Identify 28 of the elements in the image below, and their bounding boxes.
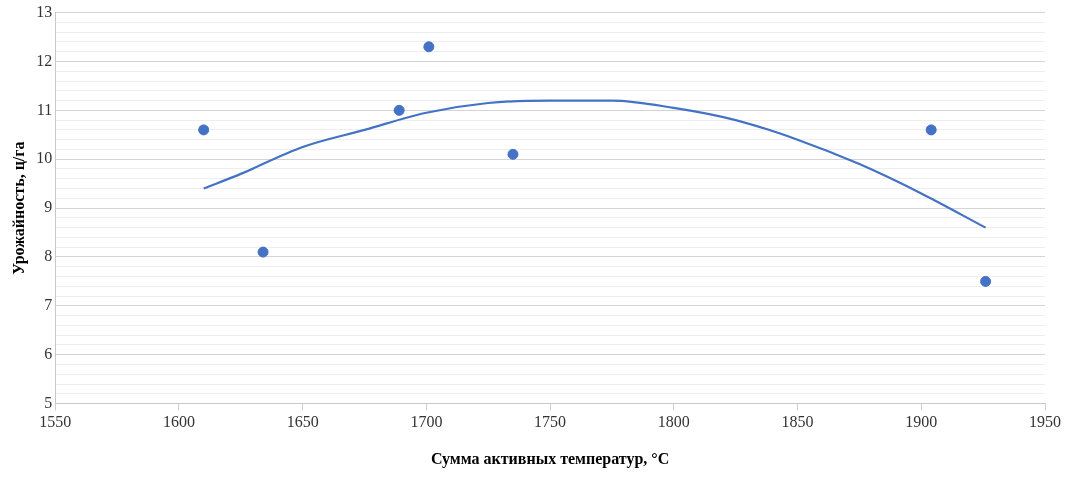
y-axis-title: Урожайность, ц/га <box>9 141 28 275</box>
point <box>393 104 405 116</box>
x-tick-label: 1800 <box>657 413 690 431</box>
y-tick-label: 11 <box>36 100 53 118</box>
x-tick-label: 1700 <box>410 413 443 431</box>
point <box>257 246 269 258</box>
x-tick-label: 1650 <box>286 413 319 431</box>
x-tick-label: 1850 <box>781 413 814 431</box>
x-tick-label: 1900 <box>905 413 938 431</box>
point <box>925 124 937 136</box>
x-axis-title: Сумма активных температур, °C <box>430 449 670 468</box>
x-tick-label: 1950 <box>1029 413 1061 431</box>
y-tick-label: 6 <box>44 344 53 362</box>
line-series <box>202 99 987 229</box>
x-tick-label: 1550 <box>39 413 72 431</box>
point <box>423 41 435 53</box>
y-tick-label: 8 <box>44 247 53 265</box>
y-tick-label: 9 <box>44 198 53 216</box>
y-tick-label: 13 <box>36 2 53 20</box>
point <box>507 148 519 160</box>
y-tick-label: 12 <box>36 51 53 69</box>
x-tick-label: 1750 <box>534 413 567 431</box>
y-tick-label: 7 <box>44 296 53 314</box>
y-tick-label: 5 <box>44 393 53 411</box>
point <box>980 275 992 287</box>
x-tick-label: 1600 <box>162 413 195 431</box>
y-tick-label: 10 <box>36 149 53 167</box>
point <box>198 124 210 136</box>
